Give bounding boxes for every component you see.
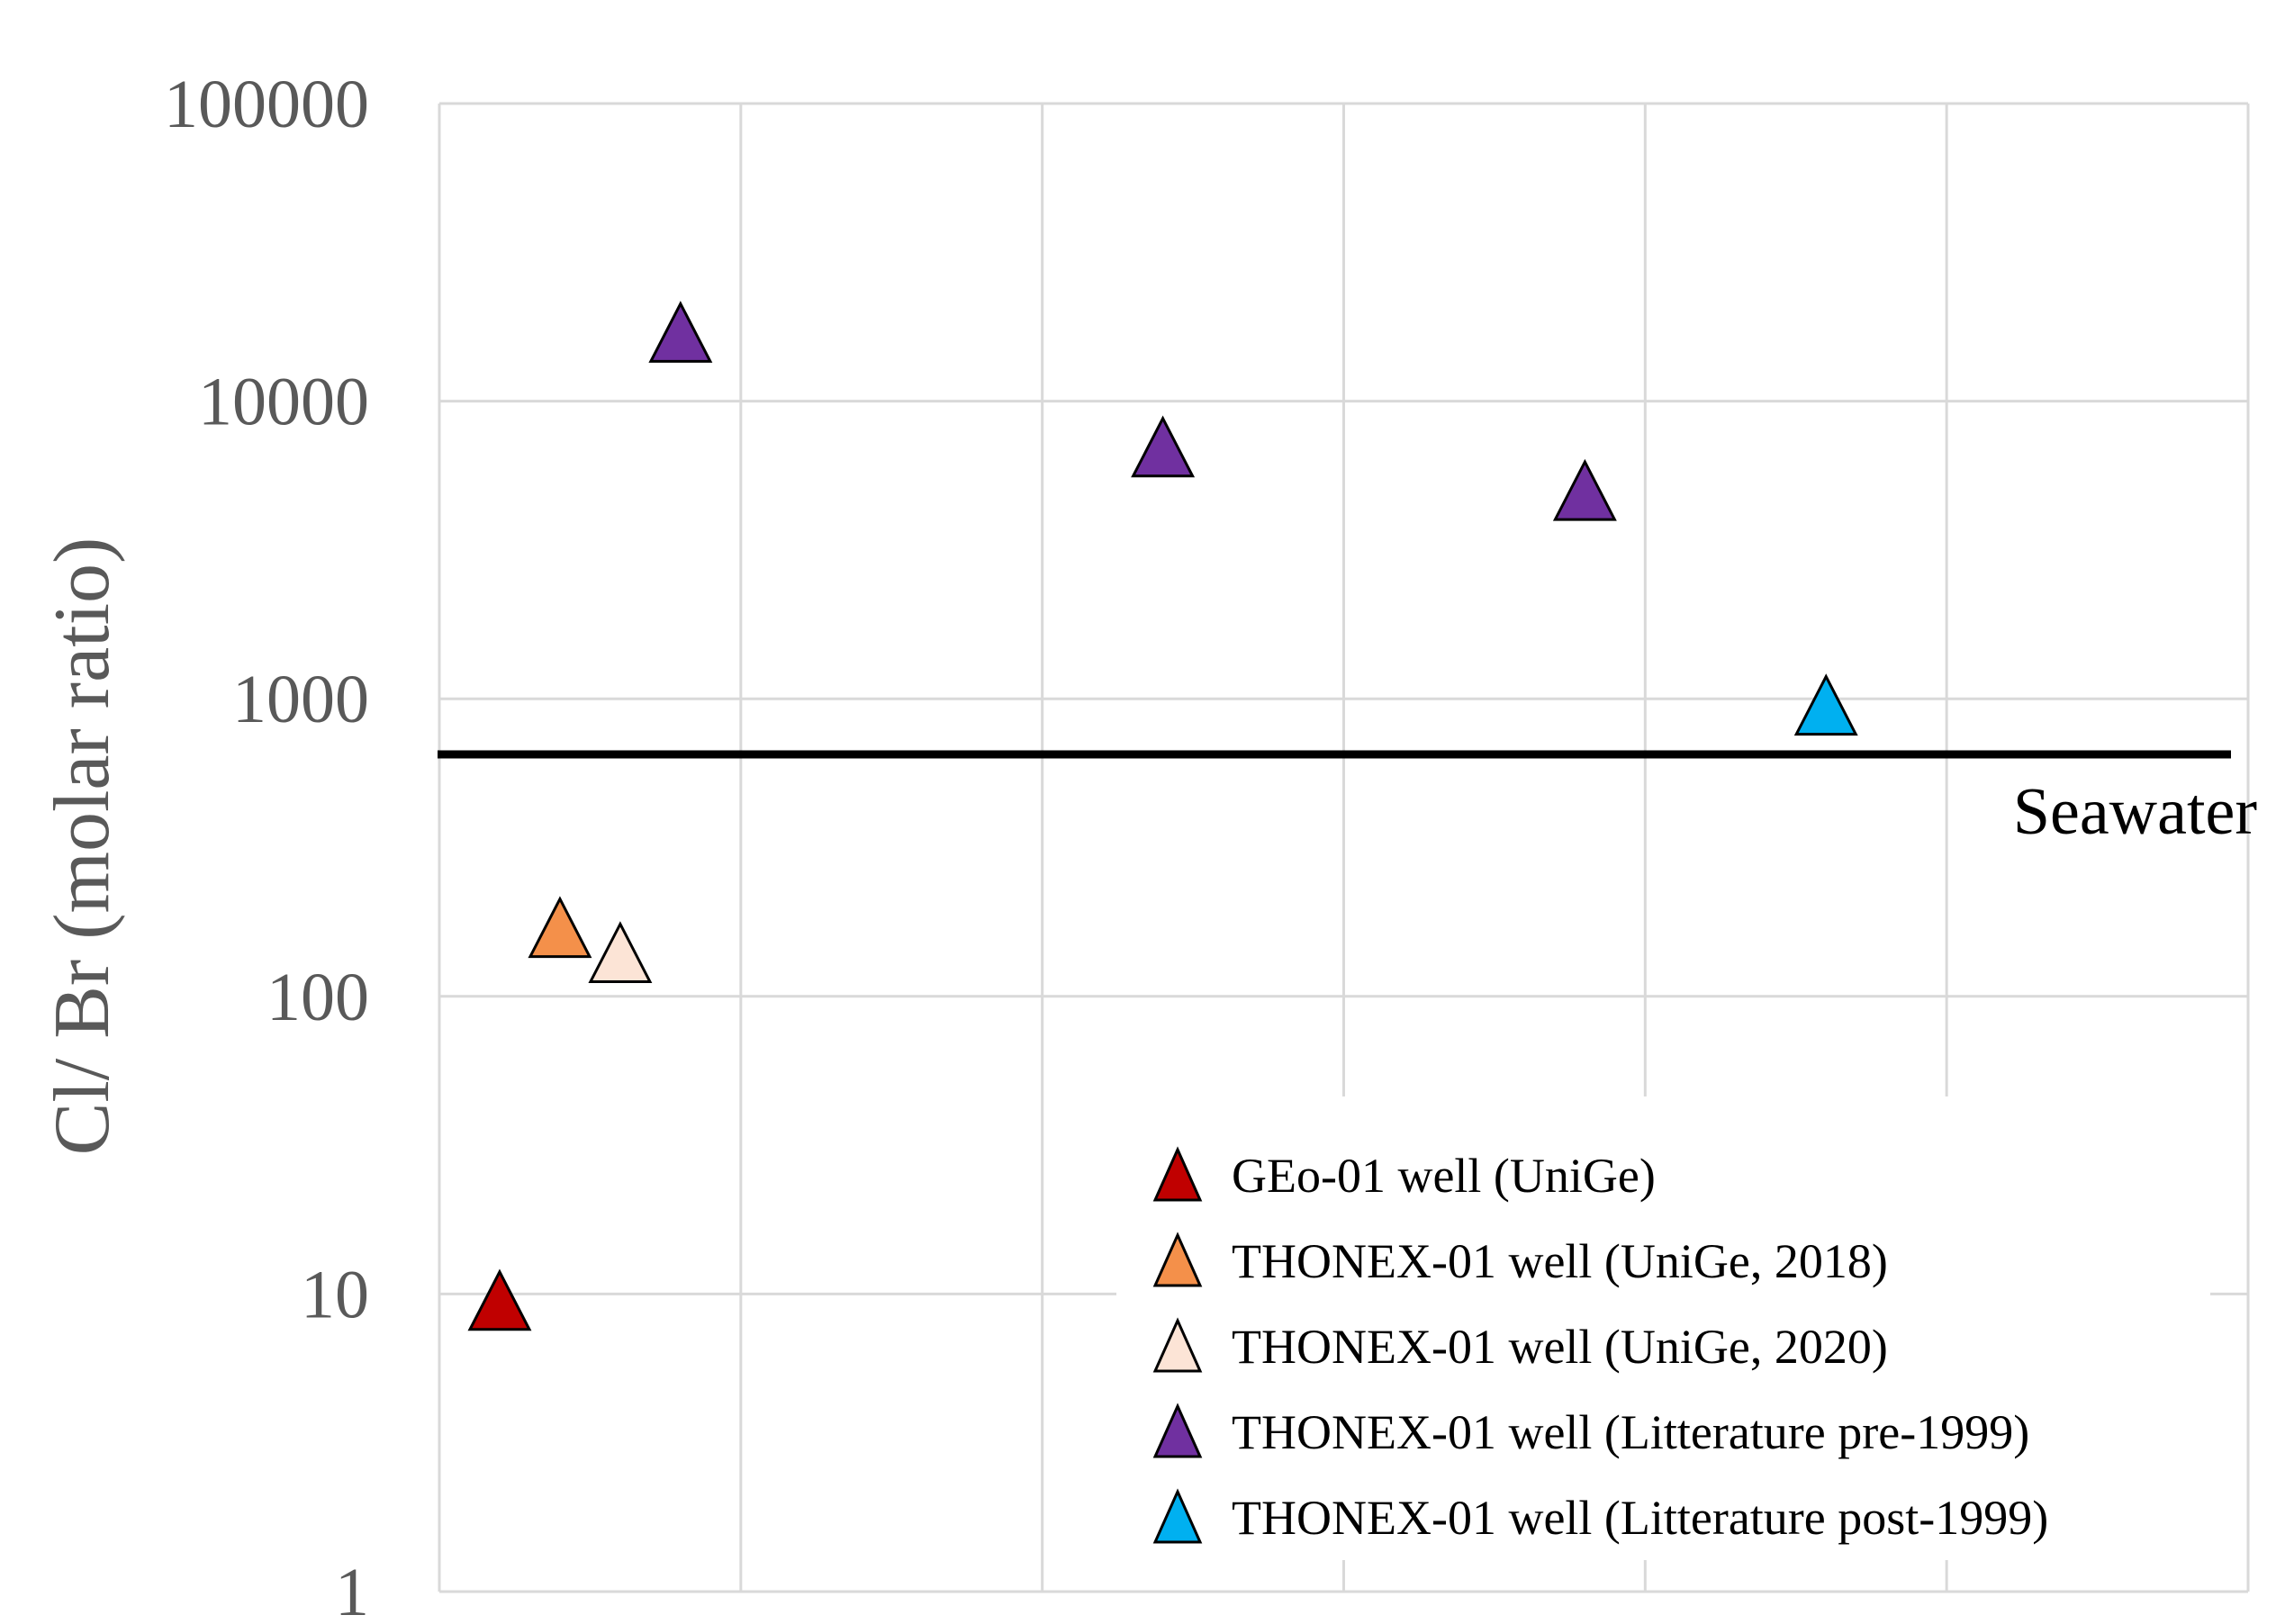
legend-marker-icon	[1152, 1146, 1203, 1202]
data-points	[467, 301, 1858, 1331]
y-tick-label: 10000	[198, 365, 369, 440]
y-tick-label: 1	[335, 1555, 369, 1624]
seawater-reference: Seawater	[438, 750, 2257, 849]
legend: GEo-01 well (UniGe) THONEX-01 well (UniGe…	[1116, 1096, 2210, 1560]
data-point-triangle	[588, 921, 653, 983]
legend-label: THONEX-01 well (UniGe, 2020)	[1232, 1320, 1888, 1374]
y-tick-label: 100000	[164, 67, 369, 142]
legend-label: GEo-01 well (UniGe)	[1232, 1149, 1656, 1203]
y-tick-label: 10	[301, 1257, 369, 1332]
legend-marker-icon	[1152, 1317, 1203, 1373]
y-tick-label: 100	[266, 960, 369, 1035]
axes: 1 10 100 1000 10000 100000	[164, 67, 369, 1624]
legend-label: THONEX-01 well (Litterature pre-1999)	[1232, 1405, 2029, 1459]
data-point-triangle	[528, 896, 592, 959]
data-point-triangle	[1793, 673, 1858, 736]
data-point-triangle	[467, 1268, 532, 1331]
legend-background	[1116, 1096, 2210, 1560]
data-point-triangle	[1552, 458, 1617, 521]
legend-label: THONEX-01 well (UniGe, 2018)	[1232, 1234, 1888, 1288]
legend-marker-icon	[1152, 1403, 1203, 1458]
legend-marker-icon	[1152, 1488, 1203, 1544]
data-point-triangle	[648, 301, 713, 363]
y-axis-label: Cl/ Br (molar ratio)	[39, 537, 126, 1156]
legend-label: THONEX-01 well (Litterature post-1999)	[1232, 1491, 2048, 1545]
legend-marker-icon	[1152, 1232, 1203, 1287]
seawater-label: Seawater	[2013, 775, 2257, 849]
grid	[438, 102, 2250, 1593]
y-tick-label: 1000	[232, 662, 369, 737]
data-point-triangle	[1131, 415, 1196, 478]
